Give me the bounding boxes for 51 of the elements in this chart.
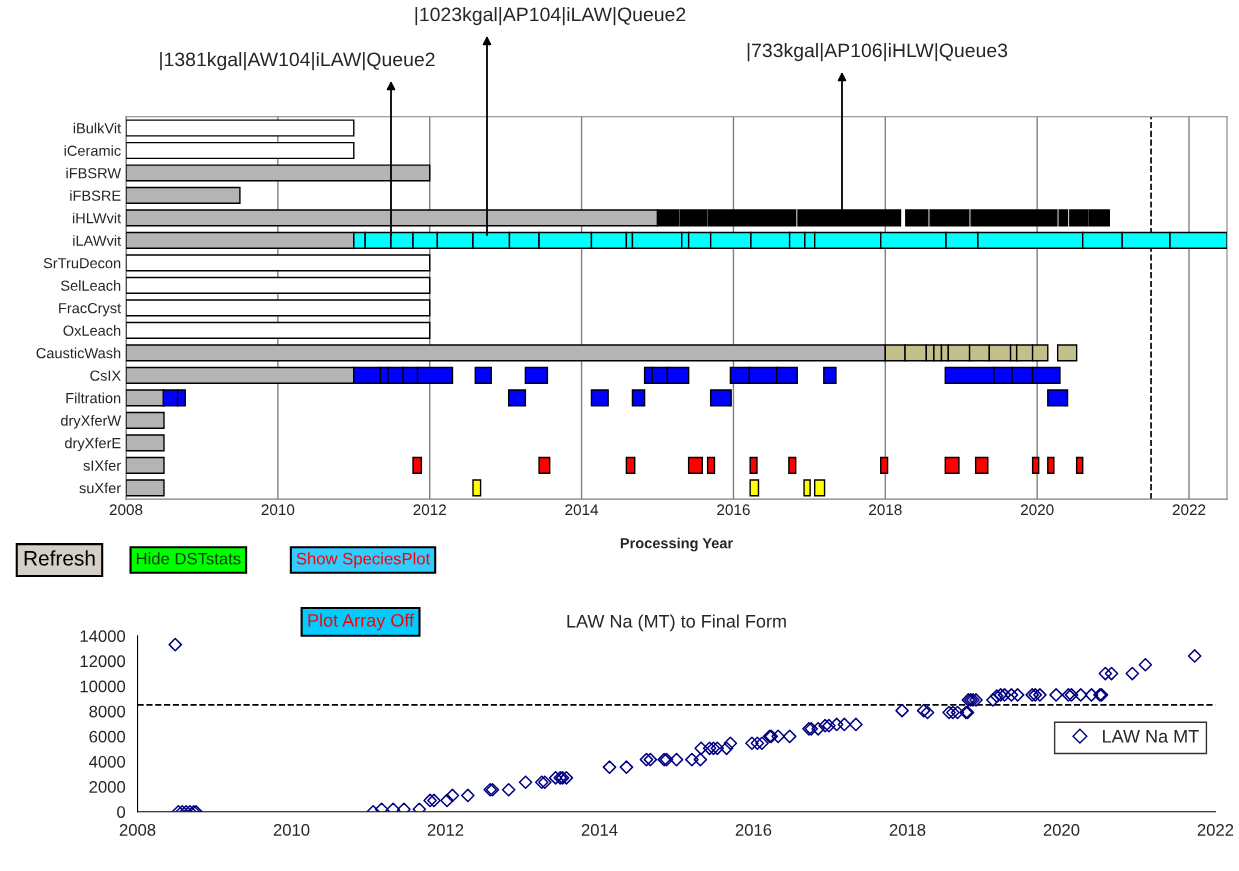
y-tick-label: 10000 [80, 680, 126, 693]
y-tick-label: CsIX [90, 370, 121, 381]
x-axis-title: Processing Year [620, 537, 733, 552]
text: |733kgal|AP106|iHLW|Queue3 [747, 43, 1008, 62]
x-tick-label: 2012 [413, 504, 446, 516]
legend-label: LAW Na MT [1103, 730, 1199, 743]
x-tick-label: 2020 [1043, 824, 1080, 836]
y-tick-label: 0 [117, 806, 126, 818]
x-tick-label: 2018 [869, 504, 902, 516]
text: Plot Array Off [308, 613, 415, 631]
y-tick-label: 12000 [80, 655, 126, 668]
x-tick-label: 2014 [581, 824, 618, 836]
y-tick-label: iCeramic [64, 145, 121, 156]
x-tick-label: 2010 [261, 504, 295, 516]
text: Show SpeciesPlot [296, 552, 431, 568]
x-tick-label: 2016 [735, 824, 772, 836]
x-tick-label: 2022 [1172, 504, 1206, 516]
x-tick-label: 2022 [1197, 824, 1234, 836]
y-tick-label: SrTruDecon [43, 258, 121, 269]
y-tick-label: FracCryst [59, 303, 122, 317]
y-tick-label: iLAWvit [73, 235, 122, 246]
x-tick-label: 2020 [1020, 504, 1054, 516]
y-tick-label: dryXferW [60, 415, 122, 429]
text: |1381kgal|AW104|iLAW|Queue2 [160, 52, 435, 71]
y-tick-label: dryXferE [65, 437, 121, 452]
y-tick-label: 8000 [89, 705, 126, 718]
y-tick-label: iBulkVit [73, 122, 122, 134]
chart-title: LAW Na (MT) to Final Form [567, 614, 786, 632]
x-tick-label: 2012 [427, 824, 464, 836]
x-tick-label: 2018 [889, 824, 926, 836]
text: Refresh [24, 550, 95, 566]
y-tick-label: iHLWvit [72, 212, 122, 224]
y-tick-label: 6000 [89, 730, 126, 743]
y-tick-label: OxLeach [63, 325, 121, 336]
x-tick-label: 2014 [565, 504, 599, 516]
y-tick-label: iFBSRW [66, 167, 122, 179]
text: |1023kgal|AP104|iLAW|Queue2 [415, 7, 686, 26]
y-tick-label: Filtration [66, 392, 121, 404]
y-tick-label: SelLeach [61, 280, 121, 291]
y-tick-label: sIXfer [83, 460, 121, 471]
y-tick-label: 14000 [80, 630, 126, 643]
x-tick-label: 2008 [119, 824, 156, 836]
y-tick-label: 4000 [89, 755, 126, 768]
x-tick-label: 2016 [717, 504, 750, 516]
y-tick-label: iFBSRE [70, 190, 121, 201]
y-tick-label: CausticWash [36, 347, 121, 359]
x-tick-label: 2008 [109, 504, 143, 516]
y-tick-label: 2000 [89, 781, 126, 793]
y-tick-label: suXfer [79, 482, 121, 494]
x-tick-label: 2010 [273, 824, 310, 836]
text: Hide DSTstats [136, 552, 241, 565]
